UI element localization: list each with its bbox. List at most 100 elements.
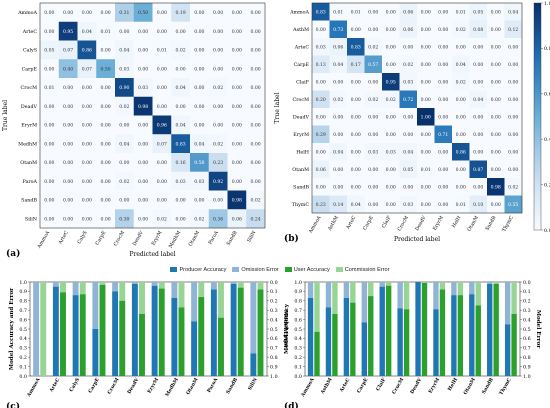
- cell-value-label: 0.00: [316, 185, 326, 191]
- y-tick-label-right: 0.8: [270, 355, 278, 361]
- cell-value-label: 0.00: [491, 132, 501, 138]
- cell-value-label: 0.00: [368, 202, 378, 208]
- cell-value-label: 0.00: [438, 167, 448, 173]
- commission-error-bar: [440, 282, 445, 290]
- producer-accuracy-bar: [362, 322, 367, 376]
- cell-value-label: 0.02: [386, 97, 396, 103]
- cell-value-label: 0.00: [456, 45, 466, 51]
- cell-value-label: 0.30: [119, 216, 129, 222]
- y-tick-label-right: 0.2: [270, 299, 278, 305]
- commission-error-bar: [100, 282, 106, 285]
- cell-value-label: 0.10: [473, 202, 483, 208]
- cell-value-label: 0.00: [438, 80, 448, 86]
- cell-value-label: 0.00: [138, 123, 148, 129]
- user-accuracy-bar: [258, 290, 264, 376]
- cell-value-label: 0.00: [421, 27, 431, 33]
- y-tick-label: DeadV: [293, 115, 310, 121]
- cell-value-label: 0.04: [403, 150, 413, 156]
- x-tick-label: CarpE: [356, 377, 370, 395]
- cell-value-label: 0.01: [333, 10, 343, 16]
- cell-value-label: 0.00: [82, 85, 92, 91]
- user-accuracy-bar: [238, 288, 244, 376]
- cell-value-label: 0.00: [176, 29, 186, 35]
- commission-error-bar: [332, 282, 337, 314]
- commission-error-bar: [218, 282, 224, 318]
- cell-value-label: 0.00: [194, 85, 204, 91]
- user-accuracy-bar: [440, 290, 445, 376]
- x-tick-label: OtanM: [463, 376, 478, 395]
- omission-error-bar: [53, 282, 59, 287]
- cell-value-label: 0.00: [368, 10, 378, 16]
- cell-value-label: 0.00: [44, 141, 54, 147]
- cell-value-label: 0.83: [316, 10, 326, 16]
- producer-accuracy-bar: [112, 291, 118, 376]
- y-tick-label-right: 0.1: [523, 289, 531, 295]
- x-tick-label: MedhM: [164, 376, 180, 397]
- y-axis-label-right: Model Error: [535, 310, 541, 348]
- cell-value-label: 0.55: [508, 202, 518, 208]
- cell-value-label: 0.36: [213, 216, 223, 222]
- y-tick-label: AmmoA: [17, 10, 37, 16]
- y-tick-label: CrocM: [21, 85, 38, 91]
- cell-value-label: 0.00: [491, 10, 501, 16]
- cell-value-label: 0.00: [101, 198, 111, 204]
- x-tick-label: CrocM: [391, 376, 405, 395]
- cell-value-label: 0.06: [333, 45, 343, 51]
- panel-label: (b): [284, 233, 299, 244]
- cell-value-label: 0.00: [82, 104, 92, 110]
- panel-label: (d): [284, 401, 299, 408]
- cell-value-label: 0.03: [119, 66, 129, 72]
- cell-value-label: 0.07: [82, 66, 92, 72]
- cell-value-label: 0.00: [421, 132, 431, 138]
- cell-value-label: 0.00: [44, 179, 54, 185]
- cell-value-label: 0.72: [403, 97, 413, 103]
- commission-error-bar: [493, 282, 498, 284]
- x-tick-label: CrocM: [107, 376, 121, 395]
- producer-accuracy-bar: [53, 287, 59, 376]
- x-tick-label: ArteC: [338, 377, 351, 394]
- cell-value-label: 0.00: [44, 10, 54, 16]
- cell-value-label: 0.23: [316, 202, 326, 208]
- cell-value-label: 0.00: [101, 123, 111, 129]
- cell-value-label: 0.00: [351, 185, 361, 191]
- cell-value-label: 0.00: [101, 160, 111, 166]
- cell-value-label: 0.00: [491, 167, 501, 173]
- y-tick-label-right: 1.0: [523, 374, 531, 380]
- x-tick-label: OtanM: [185, 376, 200, 395]
- panel-label: (c): [6, 401, 20, 408]
- x-tick-label: DeadV: [409, 377, 423, 395]
- cell-value-label: 0.00: [251, 104, 261, 110]
- y-tick-label: OtanM: [292, 167, 309, 173]
- y-tick-label-left: 0.6: [294, 317, 302, 323]
- cell-value-label: 0.04: [119, 48, 129, 54]
- omission-error-bar: [112, 282, 118, 291]
- omission-error-bar: [33, 282, 39, 376]
- cell-value-label: 0.00: [101, 104, 111, 110]
- cell-value-label: 0.13: [316, 62, 326, 68]
- cell-value-label: 0.00: [194, 48, 204, 54]
- user-accuracy-bar: [476, 306, 481, 377]
- y-tick-label-right: 0.7: [523, 346, 531, 352]
- commission-error-bar: [40, 282, 46, 376]
- cell-value-label: 0.31: [119, 10, 129, 16]
- cell-value-label: 0.00: [386, 132, 396, 138]
- cell-value-label: 0.00: [316, 80, 326, 86]
- cell-value-label: 0.00: [232, 141, 242, 147]
- cell-value-label: 0.00: [157, 179, 167, 185]
- cell-value-label: 0.04: [194, 141, 204, 147]
- cell-value-label: 0.86: [82, 48, 92, 54]
- cell-value-label: 0.00: [421, 45, 431, 51]
- x-tick-label: SandB: [484, 215, 497, 232]
- colorbar-tick-label: 0.2: [544, 182, 550, 188]
- cell-value-label: 0.00: [63, 198, 73, 204]
- y-tick-label-left: 0.4: [19, 336, 27, 342]
- y-tick-label-right: 0.6: [523, 336, 531, 342]
- cell-value-label: 0.00: [251, 179, 261, 185]
- y-tick-label-left: 0.5: [294, 327, 302, 333]
- x-tick-label: MedhM: [168, 230, 183, 249]
- cell-value-label: 0.00: [44, 160, 54, 166]
- cell-value-label: 0.29: [316, 132, 326, 138]
- cell-value-label: 0.00: [368, 167, 378, 173]
- cell-value-label: 0.00: [251, 10, 261, 16]
